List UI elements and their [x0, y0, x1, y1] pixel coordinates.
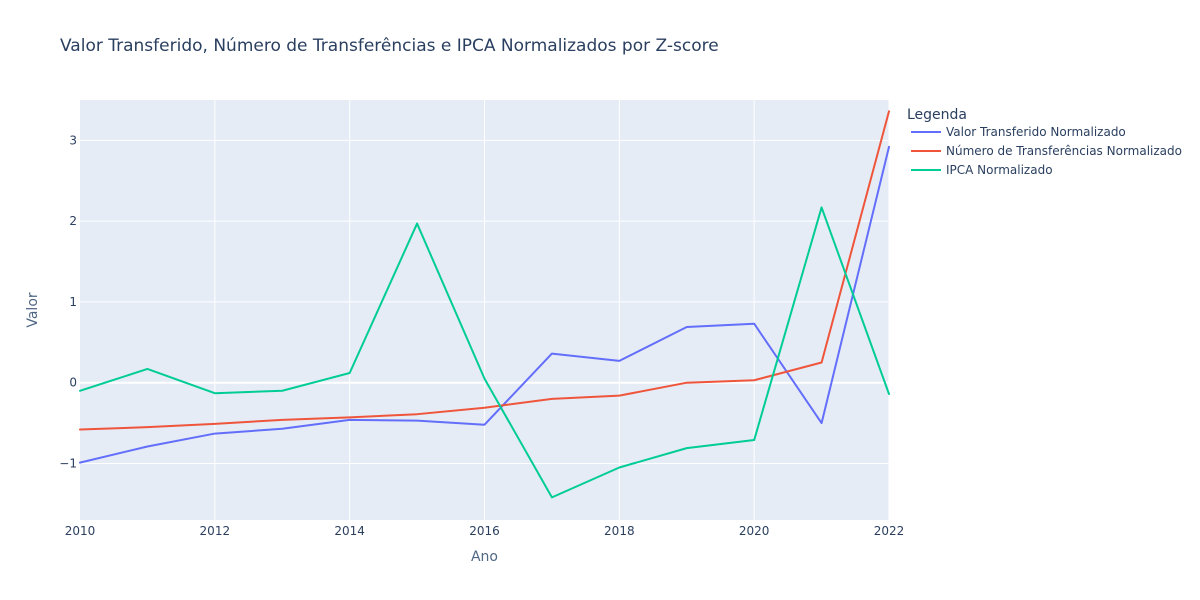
x-axis-ticks: 2010 2012 2014 2016 2018 2020 2022 [65, 524, 905, 538]
y-tick-label: 2 [69, 214, 77, 228]
y-axis-title: Valor [25, 292, 41, 328]
legend-items: Valor Transferido Normalizado Número de T… [911, 125, 1182, 177]
legend-label-3: IPCA Normalizado [946, 163, 1053, 177]
legend-title: Legenda [907, 107, 967, 123]
y-axis-ticks: −1 0 1 2 3 [59, 133, 77, 470]
series-line-2 [79, 110, 890, 431]
x-tick-label: 2018 [604, 524, 635, 538]
x-tick-label: 2014 [334, 524, 365, 538]
x-axis-title: Ano [471, 549, 498, 565]
x-tick-label: 2020 [739, 524, 770, 538]
series-line-1 [79, 145, 890, 464]
legend-label-2: Número de Transferências Normalizado [946, 144, 1182, 158]
legend-label-1: Valor Transferido Normalizado [946, 125, 1126, 139]
series-line-3 [79, 206, 890, 499]
x-tick-label: 2012 [200, 524, 231, 538]
x-tick-label: 2022 [874, 524, 905, 538]
series-lines [79, 110, 890, 499]
legend: Legenda Valor Transferido Normalizado Núm… [907, 107, 1182, 177]
grid-lines [80, 100, 890, 520]
y-tick-label: 1 [69, 295, 77, 309]
x-tick-label: 2016 [469, 524, 500, 538]
y-tick-label: 3 [69, 133, 77, 147]
y-tick-label: −1 [59, 456, 77, 470]
chart-title: Valor Transferido, Número de Transferênc… [60, 36, 719, 56]
y-tick-label: 0 [69, 376, 77, 390]
x-tick-label: 2010 [65, 524, 96, 538]
